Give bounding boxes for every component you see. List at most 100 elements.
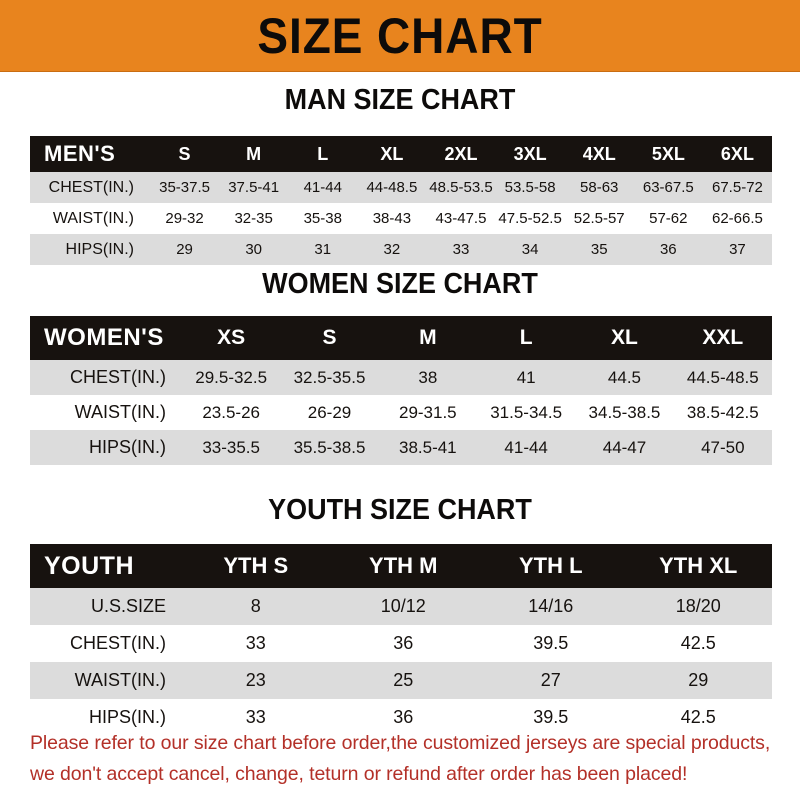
disclaimer-line-1: Please refer to our size chart before or… bbox=[30, 732, 771, 754]
men-cell: 47.5-52.5 bbox=[495, 203, 565, 234]
men-cell: 29 bbox=[150, 234, 220, 265]
youth-cell: 23 bbox=[182, 662, 330, 699]
women-cell: 29.5-32.5 bbox=[182, 360, 281, 395]
women-column-header: XS bbox=[182, 316, 281, 360]
men-column-header: 2XL bbox=[426, 136, 496, 172]
youth-cell: 27 bbox=[477, 662, 625, 699]
youth-cell: 29 bbox=[624, 662, 772, 699]
men-cell: 35-38 bbox=[288, 203, 358, 234]
women-cell: 26-29 bbox=[280, 395, 379, 430]
women-table-body: CHEST(IN.) 29.5-32.5 32.5-35.5 38 41 44.5 44.5… bbox=[30, 360, 772, 465]
men-cell: 62-66.5 bbox=[702, 203, 772, 234]
youth-size-table: YOUTH YTH S YTH M YTH L YTH XL U.S.SIZE 8 10/1… bbox=[30, 544, 772, 736]
women-cell: 38 bbox=[378, 360, 477, 395]
men-cell: 37.5-41 bbox=[219, 172, 289, 203]
youth-column-header: YTH L bbox=[477, 544, 625, 588]
men-cell: 53.5-58 bbox=[495, 172, 565, 203]
men-header-row: MEN'S S M L XL 2XL 3XL 4XL 5XL 6XL bbox=[30, 136, 772, 172]
women-column-header: S bbox=[280, 316, 379, 360]
youth-cell: 8 bbox=[182, 588, 330, 625]
men-cell: 36 bbox=[633, 234, 703, 265]
men-table-head: MEN'S S M L XL 2XL 3XL 4XL 5XL 6XL bbox=[30, 136, 772, 172]
women-cell: 44-47 bbox=[575, 430, 674, 465]
table-row: CHEST(IN.) 35-37.5 37.5-41 41-44 44-48.5 48.5… bbox=[30, 172, 772, 203]
men-cell: 32 bbox=[357, 234, 427, 265]
women-cell: 29-31.5 bbox=[378, 395, 477, 430]
men-cell: 32-35 bbox=[219, 203, 289, 234]
women-cell: 38.5-42.5 bbox=[673, 395, 772, 430]
order-disclaimer: Please refer to our size chart before or… bbox=[30, 728, 778, 790]
disclaimer-line-2: we don't accept cancel, change, teturn o… bbox=[30, 763, 688, 785]
table-row: WAIST(IN.) 23 25 27 29 bbox=[30, 662, 772, 699]
youth-table-corner-label: YOUTH bbox=[30, 544, 182, 588]
men-cell: 38-43 bbox=[357, 203, 427, 234]
youth-cell: 42.5 bbox=[624, 699, 772, 736]
women-header-row: WOMEN'S XS S M L XL XXL bbox=[30, 316, 772, 360]
men-cell: 63-67.5 bbox=[633, 172, 703, 203]
women-cell: 34.5-38.5 bbox=[575, 395, 674, 430]
men-column-header: 5XL bbox=[633, 136, 703, 172]
women-cell: 38.5-41 bbox=[378, 430, 477, 465]
men-cell: 31 bbox=[288, 234, 358, 265]
youth-row-label: WAIST(IN.) bbox=[30, 662, 182, 699]
men-cell: 43-47.5 bbox=[426, 203, 496, 234]
women-row-label: HIPS(IN.) bbox=[30, 430, 182, 465]
men-cell: 41-44 bbox=[288, 172, 358, 203]
men-column-header: M bbox=[219, 136, 289, 172]
youth-row-label: HIPS(IN.) bbox=[30, 699, 182, 736]
youth-cell: 10/12 bbox=[329, 588, 477, 625]
youth-row-label: CHEST(IN.) bbox=[30, 625, 182, 662]
men-cell: 37 bbox=[702, 234, 772, 265]
table-row: U.S.SIZE 8 10/12 14/16 18/20 bbox=[30, 588, 772, 625]
women-column-header: L bbox=[476, 316, 576, 360]
men-cell: 34 bbox=[495, 234, 565, 265]
page-banner: SIZE CHART bbox=[0, 0, 800, 72]
table-row: HIPS(IN.) 29 30 31 32 33 34 35 36 37 bbox=[30, 234, 772, 265]
men-cell: 29-32 bbox=[150, 203, 220, 234]
section-title-men: MAN SIZE CHART bbox=[284, 84, 516, 116]
youth-cell: 42.5 bbox=[624, 625, 772, 662]
women-table-head: WOMEN'S XS S M L XL XXL bbox=[30, 316, 772, 360]
men-row-label: WAIST(IN.) bbox=[30, 203, 150, 234]
youth-header-row: YOUTH YTH S YTH M YTH L YTH XL bbox=[30, 544, 772, 588]
women-table-corner-label: WOMEN'S bbox=[30, 316, 182, 360]
men-table-body: CHEST(IN.) 35-37.5 37.5-41 41-44 44-48.5 48.5… bbox=[30, 172, 772, 265]
men-cell: 67.5-72 bbox=[702, 172, 772, 203]
women-cell: 41 bbox=[476, 360, 576, 395]
youth-cell: 33 bbox=[182, 699, 330, 736]
men-cell: 35 bbox=[564, 234, 634, 265]
youth-cell: 14/16 bbox=[477, 588, 625, 625]
youth-row-label: U.S.SIZE bbox=[30, 588, 182, 625]
women-column-header: XL bbox=[575, 316, 674, 360]
women-cell: 44.5-48.5 bbox=[673, 360, 772, 395]
table-row: WAIST(IN.) 23.5-26 26-29 29-31.5 31.5-34.5 34… bbox=[30, 395, 772, 430]
men-cell: 52.5-57 bbox=[564, 203, 634, 234]
men-table-corner-label: MEN'S bbox=[30, 136, 150, 172]
men-column-header: 6XL bbox=[702, 136, 772, 172]
table-row: WAIST(IN.) 29-32 32-35 35-38 38-43 43-47.5 47.… bbox=[30, 203, 772, 234]
women-column-header: XXL bbox=[673, 316, 772, 360]
men-size-table: MEN'S S M L XL 2XL 3XL 4XL 5XL 6XL CHEST(IN.) 35-3… bbox=[30, 136, 772, 265]
men-column-header: 3XL bbox=[495, 136, 565, 172]
youth-cell: 18/20 bbox=[624, 588, 772, 625]
youth-cell: 36 bbox=[329, 625, 477, 662]
women-column-header: M bbox=[378, 316, 477, 360]
youth-column-header: YTH S bbox=[182, 544, 330, 588]
men-cell: 30 bbox=[219, 234, 289, 265]
men-cell: 48.5-53.5 bbox=[426, 172, 496, 203]
women-cell: 23.5-26 bbox=[182, 395, 281, 430]
women-cell: 33-35.5 bbox=[182, 430, 281, 465]
men-cell: 58-63 bbox=[564, 172, 634, 203]
women-row-label: CHEST(IN.) bbox=[30, 360, 182, 395]
women-cell: 41-44 bbox=[476, 430, 576, 465]
men-row-label: CHEST(IN.) bbox=[30, 172, 150, 203]
men-column-header: XL bbox=[357, 136, 427, 172]
youth-column-header: YTH M bbox=[329, 544, 477, 588]
table-row: CHEST(IN.) 33 36 39.5 42.5 bbox=[30, 625, 772, 662]
men-column-header: L bbox=[288, 136, 358, 172]
youth-cell: 39.5 bbox=[477, 625, 625, 662]
men-column-header: S bbox=[150, 136, 220, 172]
table-row: CHEST(IN.) 29.5-32.5 32.5-35.5 38 41 44.5 44.5… bbox=[30, 360, 772, 395]
youth-cell: 39.5 bbox=[477, 699, 625, 736]
